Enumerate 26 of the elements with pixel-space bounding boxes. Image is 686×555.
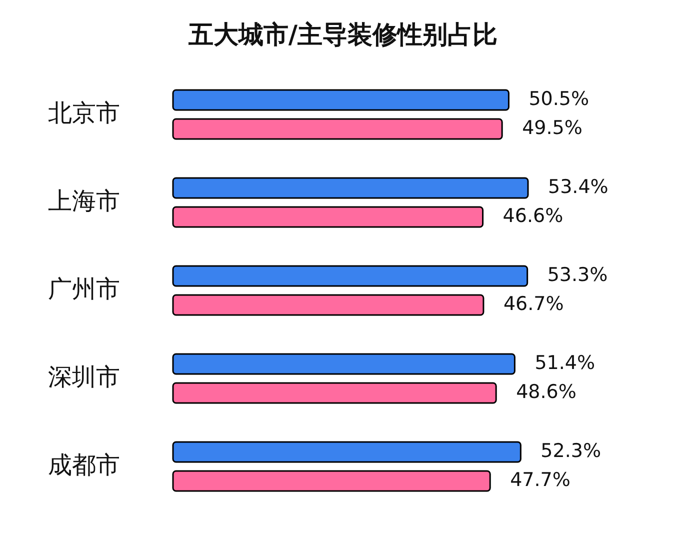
data-label: 46.6%: [502, 205, 564, 228]
y-tick-label: 成都市: [48, 451, 120, 480]
y-tick-label: 深圳市: [48, 363, 120, 392]
bar: [172, 441, 522, 463]
data-label: 53.3%: [547, 264, 608, 286]
bar: [172, 89, 510, 111]
bar: [172, 206, 484, 228]
y-tick-label: 广州市: [48, 275, 120, 304]
bar: [172, 265, 528, 287]
bar: [172, 118, 503, 140]
y-tick-label: 上海市: [48, 187, 120, 216]
data-label: 51.4%: [534, 352, 596, 374]
data-label: 47.7%: [510, 469, 570, 492]
data-label: 50.5%: [528, 88, 590, 110]
data-label: 52.3%: [540, 440, 602, 462]
bar: [172, 294, 484, 316]
chart-title: 五大城市/主导装修性别占比: [187, 20, 498, 49]
data-label: 53.4%: [548, 176, 608, 198]
data-label: 49.5%: [522, 117, 582, 140]
bar: [172, 353, 516, 375]
data-label: 46.7%: [503, 293, 564, 316]
bar: [172, 382, 497, 404]
bar: [172, 470, 491, 492]
y-tick-label: 北京市: [48, 99, 120, 128]
bar: [172, 177, 529, 199]
data-label: 48.6%: [516, 381, 576, 404]
